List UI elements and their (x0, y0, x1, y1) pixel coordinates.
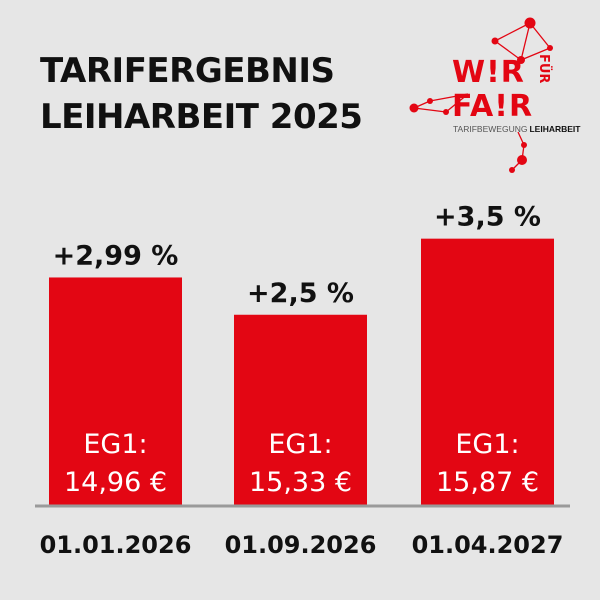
bar-label-amount-3: 15,87 € (436, 467, 539, 498)
bar-label-amount-1: 14,96 € (64, 467, 167, 498)
network-dots (409, 17, 553, 173)
logo-fuer-text: FÜR (536, 54, 552, 83)
chart-title: TARIFERGEBNIS LEIHARBEIT 2025 (40, 48, 363, 140)
logo-fair-text: FA!R (452, 89, 533, 124)
data-label-3: +3,5 % (434, 202, 541, 233)
wir-fuer-fair-logo: W!R FÜR FA!R TARIFBEWEGUNG LEIHARBEIT (409, 17, 581, 173)
x-tick-label-2: 01.09.2026 (225, 531, 377, 559)
x-tick-label-1: 01.01.2026 (40, 531, 192, 559)
bar-label-amount-2: 15,33 € (249, 467, 352, 498)
data-label-2: +2,5 % (247, 278, 354, 309)
logo-tagline-bold: LEIHARBEIT (529, 124, 581, 134)
bar-label-eg-1: EG1: (83, 429, 147, 460)
bar-2 (234, 314, 367, 505)
logo-wir-text: W!R (452, 55, 525, 90)
x-tick-label-3: 01.04.2027 (412, 531, 564, 559)
bar-1 (49, 277, 182, 505)
logo-tagline-light: TARIFBEWEGUNG (453, 124, 527, 134)
title-line-1: TARIFERGEBNIS (40, 51, 335, 91)
bar-3 (421, 238, 554, 505)
bar-label-eg-3: EG1: (455, 429, 519, 460)
title-line-2: LEIHARBEIT 2025 (40, 97, 363, 137)
data-label-1: +2,99 % (53, 240, 179, 271)
bar-label-eg-2: EG1: (268, 429, 332, 460)
logo-tagline: TARIFBEWEGUNG LEIHARBEIT (453, 124, 581, 134)
